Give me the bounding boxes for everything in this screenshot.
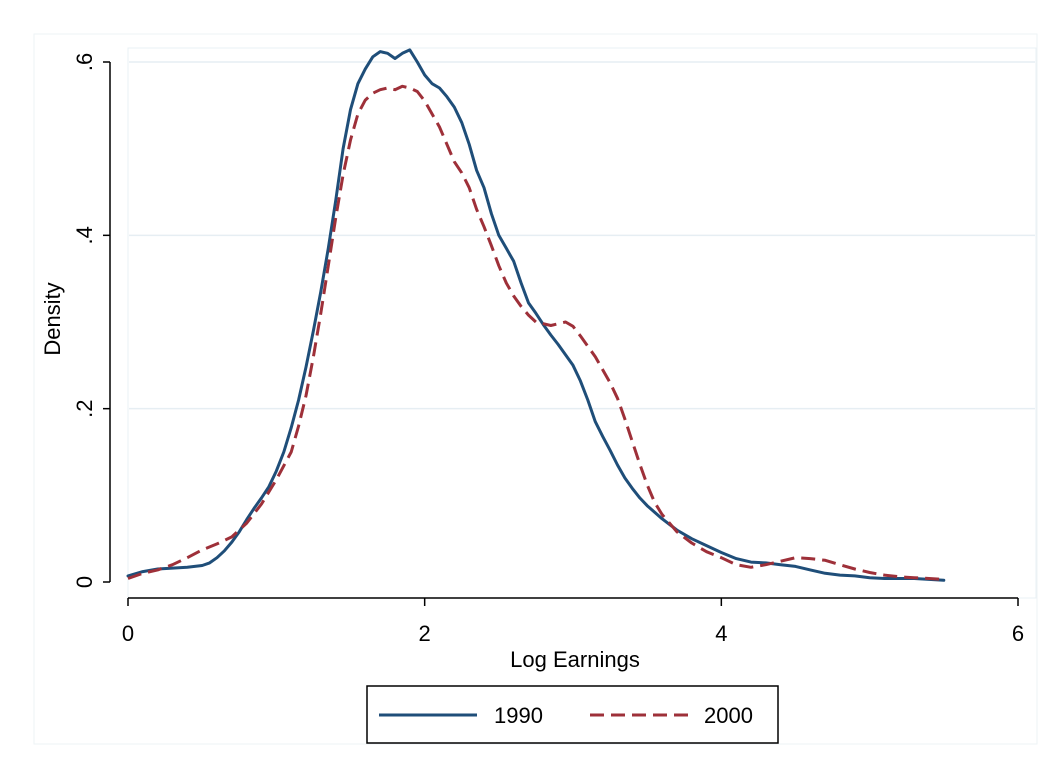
y-tick-label-1: .2 (72, 399, 97, 417)
legend-label-2000: 2000 (704, 703, 753, 728)
series-line-1990 (126, 48, 946, 582)
axes: 0 .2 .4 .6 0 2 4 6 (72, 53, 1024, 646)
x-tick-label-1: 2 (419, 621, 431, 646)
y-tick-label-2: .4 (72, 226, 97, 244)
x-tick-label-2: 4 (715, 621, 727, 646)
gridlines (129, 61, 1035, 410)
graph-region-border (33, 33, 1038, 745)
plot-area (127, 47, 1037, 599)
y-tick-label-0: 0 (72, 576, 97, 588)
y-axis-label: Density (40, 282, 65, 355)
x-tick-label-0: 0 (122, 621, 134, 646)
y-tick-label-3: .6 (72, 53, 97, 71)
series-group (126, 48, 946, 582)
x-axis-label: Log Earnings (510, 647, 640, 672)
legend: 1990 2000 (366, 685, 779, 744)
series-line-2000 (127, 84, 944, 581)
x-tick-label-3: 6 (1012, 621, 1024, 646)
legend-label-1990: 1990 (494, 703, 543, 728)
